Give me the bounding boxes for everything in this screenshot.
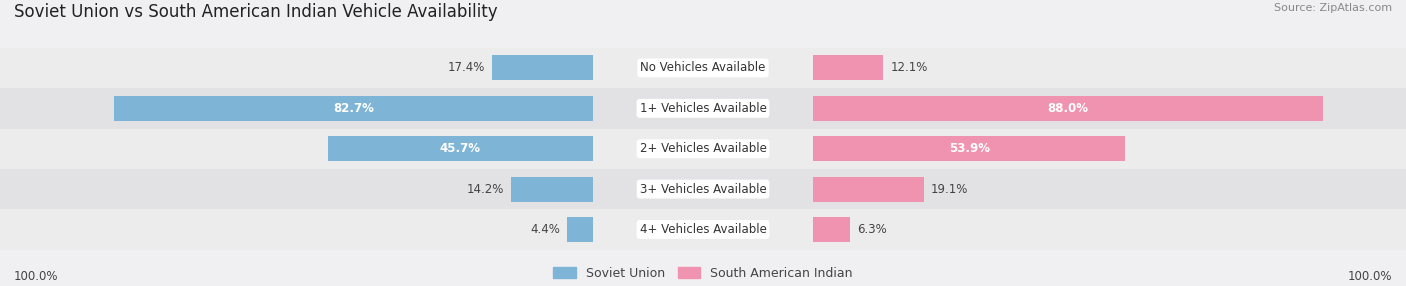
Text: 3+ Vehicles Available: 3+ Vehicles Available	[640, 182, 766, 196]
Bar	[0, 88, 1406, 128]
Text: 4+ Vehicles Available: 4+ Vehicles Available	[640, 223, 766, 236]
Bar	[813, 176, 924, 202]
Text: Soviet Union vs South American Indian Vehicle Availability: Soviet Union vs South American Indian Ve…	[14, 3, 498, 21]
Text: 88.0%: 88.0%	[1047, 102, 1088, 115]
Bar	[0, 169, 1406, 209]
Text: 1+ Vehicles Available: 1+ Vehicles Available	[640, 102, 766, 115]
Bar	[567, 217, 593, 242]
Text: Source: ZipAtlas.com: Source: ZipAtlas.com	[1274, 3, 1392, 13]
Bar	[0, 48, 1406, 88]
Text: 53.9%: 53.9%	[949, 142, 990, 155]
Bar	[0, 209, 1406, 250]
Bar	[813, 136, 1125, 161]
Bar	[114, 96, 593, 121]
Legend: Soviet Union, South American Indian: Soviet Union, South American Indian	[554, 267, 852, 280]
Bar	[0, 128, 1406, 169]
Bar	[492, 55, 593, 80]
Bar	[813, 96, 1323, 121]
Bar	[813, 217, 849, 242]
Text: 100.0%: 100.0%	[1347, 270, 1392, 283]
Bar	[328, 136, 593, 161]
Text: 4.4%: 4.4%	[530, 223, 561, 236]
Text: No Vehicles Available: No Vehicles Available	[640, 61, 766, 74]
Text: 2+ Vehicles Available: 2+ Vehicles Available	[640, 142, 766, 155]
Bar	[813, 55, 883, 80]
Text: 12.1%: 12.1%	[890, 61, 928, 74]
Text: 45.7%: 45.7%	[440, 142, 481, 155]
Bar	[510, 176, 593, 202]
Text: 19.1%: 19.1%	[931, 182, 969, 196]
Text: 100.0%: 100.0%	[14, 270, 59, 283]
Text: 17.4%: 17.4%	[447, 61, 485, 74]
Text: 6.3%: 6.3%	[856, 223, 886, 236]
Text: 82.7%: 82.7%	[333, 102, 374, 115]
Text: 14.2%: 14.2%	[467, 182, 503, 196]
